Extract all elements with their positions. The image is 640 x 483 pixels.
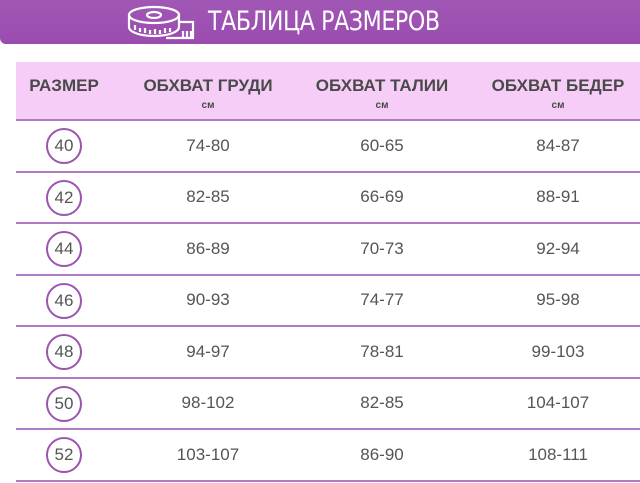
column-header-chest: ОБХВАТ ГРУДИ см bbox=[143, 76, 273, 111]
hips-cell: 92-94 bbox=[536, 238, 580, 258]
chest-cell: 86-89 bbox=[186, 238, 230, 258]
table-row: 50 98-102 82-85 104-107 bbox=[16, 379, 640, 430]
chest-cell: 82-85 bbox=[186, 187, 230, 207]
header-banner: ТАБЛИЦА РАЗМЕРОВ bbox=[0, 0, 640, 44]
size-badge: 50 bbox=[46, 385, 82, 422]
table-row: 44 86-89 70-73 92-94 bbox=[16, 224, 640, 276]
measuring-tape-icon bbox=[127, 5, 195, 40]
size-badge: 46 bbox=[46, 282, 82, 319]
waist-cell: 82-85 bbox=[360, 393, 404, 413]
size-badge: 48 bbox=[46, 334, 82, 370]
waist-cell: 70-73 bbox=[360, 238, 404, 258]
hips-cell: 88-91 bbox=[536, 187, 580, 207]
column-header-hips: ОБХВАТ БЕДЕР см bbox=[491, 76, 625, 111]
waist-cell: 86-90 bbox=[360, 444, 404, 464]
chest-cell: 94-97 bbox=[186, 341, 230, 361]
hips-cell: 99-103 bbox=[531, 341, 585, 361]
hips-cell: 104-107 bbox=[526, 393, 590, 413]
chest-cell: 98-102 bbox=[181, 393, 235, 413]
waist-cell: 78-81 bbox=[360, 341, 404, 361]
size-badge: 42 bbox=[46, 179, 82, 216]
size-badge: 40 bbox=[46, 128, 82, 164]
table-row: 40 74-80 60-65 84-87 bbox=[16, 121, 640, 173]
table-row: 52 103-107 86-90 108-111 bbox=[16, 430, 640, 482]
table-row: 46 90-93 74-77 95-98 bbox=[16, 276, 640, 327]
waist-cell: 66-69 bbox=[360, 187, 404, 207]
hips-cell: 95-98 bbox=[536, 290, 580, 310]
hips-cell: 84-87 bbox=[536, 135, 580, 155]
hips-cell: 108-111 bbox=[528, 444, 588, 464]
table-row: 48 94-97 78-81 99-103 bbox=[16, 327, 640, 379]
size-badge: 52 bbox=[46, 437, 82, 473]
column-header-waist: ОБХВАТ ТАЛИИ см bbox=[315, 76, 449, 111]
chest-cell: 103-107 bbox=[176, 444, 240, 464]
chest-cell: 90-93 bbox=[186, 290, 230, 310]
table-row: 42 82-85 66-69 88-91 bbox=[16, 173, 640, 224]
waist-cell: 60-65 bbox=[360, 135, 404, 155]
page-title: ТАБЛИЦА РАЗМЕРОВ bbox=[208, 6, 440, 37]
size-badge: 44 bbox=[46, 231, 82, 267]
size-table: РАЗМЕР ОБХВАТ ГРУДИ см ОБХВАТ ТАЛИИ см ОБХ… bbox=[16, 62, 640, 482]
column-header-size: РАЗМЕР bbox=[29, 76, 99, 95]
table-header: РАЗМЕР ОБХВАТ ГРУДИ см ОБХВАТ ТАЛИИ см ОБХ… bbox=[16, 62, 640, 121]
chest-cell: 74-80 bbox=[186, 135, 230, 155]
waist-cell: 74-77 bbox=[360, 290, 404, 310]
